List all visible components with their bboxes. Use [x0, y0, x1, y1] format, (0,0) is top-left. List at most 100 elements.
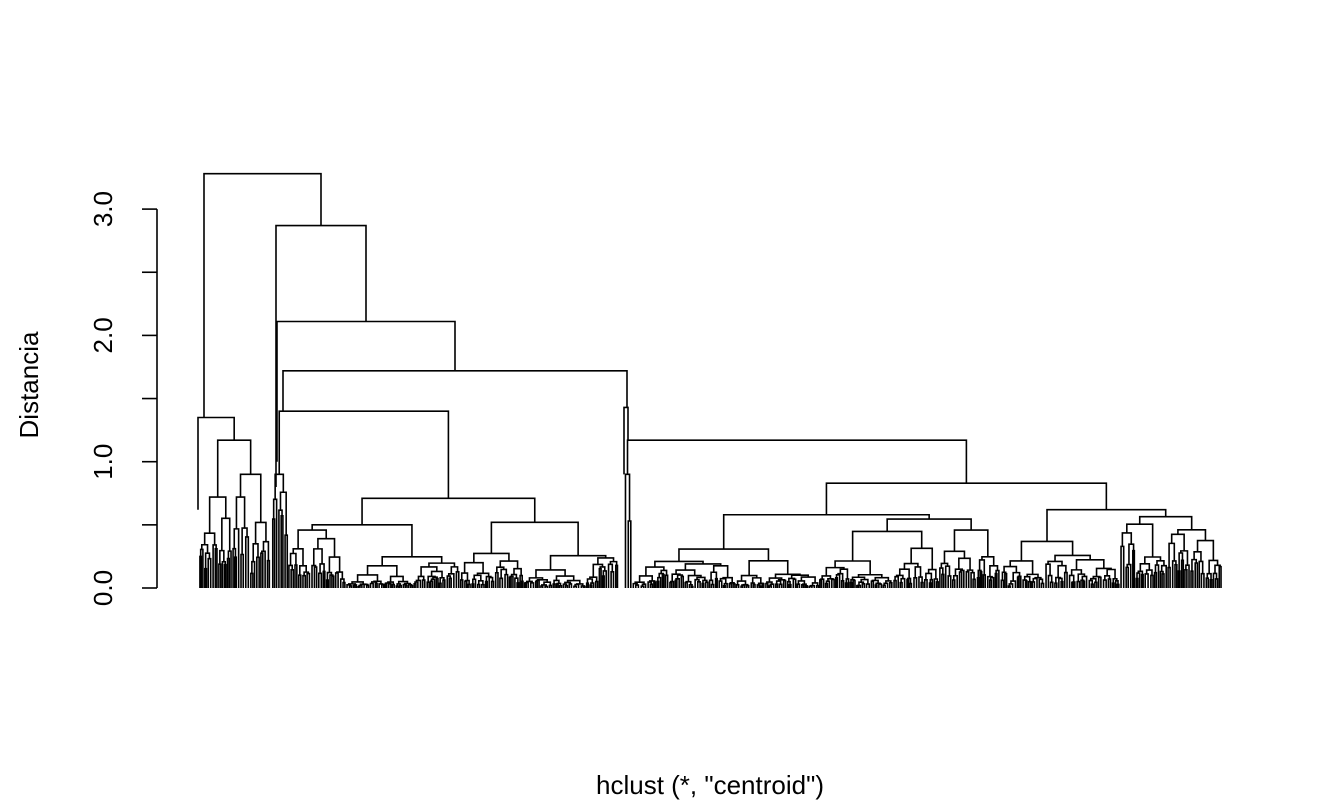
dendrogram-link	[352, 584, 356, 588]
dendrogram-link	[965, 571, 970, 588]
dendrogram-link	[278, 509, 283, 588]
dendrogram-link	[976, 577, 980, 588]
dendrogram-link	[467, 583, 471, 588]
dendrogram-link	[704, 581, 709, 588]
dendrogram-link	[1017, 575, 1022, 588]
dendrogram-link	[594, 580, 599, 588]
dendrogram-link	[430, 578, 436, 588]
dendrogram-link	[473, 574, 482, 581]
dendrogram-link	[348, 585, 353, 588]
dendrogram-link	[204, 567, 208, 588]
y-axis	[142, 208, 158, 589]
y-tick-label: 3.0	[88, 191, 118, 227]
dendrogram-link	[472, 578, 477, 588]
dendrogram-link	[648, 580, 656, 583]
dendrogram-link	[342, 581, 346, 588]
dendrogram-link	[913, 577, 918, 588]
dendrogram-link	[328, 556, 341, 573]
dendrogram-link	[476, 572, 490, 577]
dendrogram-link	[970, 571, 975, 588]
dendrogram-link	[1049, 581, 1054, 588]
dendrogram-link	[953, 529, 989, 557]
dendrogram-link	[994, 572, 998, 588]
dendrogram-link	[899, 581, 903, 588]
dendrogram-link	[920, 581, 924, 588]
dendrogram-link	[589, 584, 593, 588]
dendrogram-link	[825, 566, 845, 576]
dendrogram-link	[778, 583, 783, 588]
dendrogram-link	[250, 572, 254, 588]
dendrogram-link	[696, 580, 701, 588]
dendrogram-link	[1161, 573, 1165, 588]
dendrogram-link	[365, 584, 370, 588]
dendrogram-link	[414, 581, 419, 588]
dendrogram-link	[404, 584, 408, 588]
dendrogram-link	[929, 578, 934, 588]
dendrogram-link	[216, 439, 252, 498]
dendrogram-link	[1125, 566, 1129, 588]
dendrogram-link	[1198, 560, 1204, 588]
dendrogram-link	[954, 568, 964, 576]
dendrogram-link	[317, 537, 336, 558]
dendrogram-link	[1057, 564, 1067, 578]
dendrogram-link	[775, 583, 779, 588]
dendrogram-link	[371, 581, 378, 584]
dendrogram-link	[865, 583, 871, 588]
dendrogram-link	[232, 547, 237, 588]
dendrogram-link	[481, 583, 485, 588]
dendrogram-link	[387, 581, 395, 585]
dendrogram-link	[858, 581, 865, 586]
dendrogram-link	[1116, 583, 1120, 588]
dendrogram-link	[317, 572, 323, 588]
dendrogram-link	[1016, 576, 1020, 588]
dendrogram-link	[1218, 565, 1222, 588]
dendrogram-link	[1106, 568, 1116, 579]
dendrogram-link	[514, 577, 519, 588]
dendrogram-link	[1071, 581, 1075, 588]
dendrogram-link	[1135, 577, 1139, 588]
dendrogram-link	[1040, 582, 1045, 588]
dendrogram-link	[903, 562, 919, 570]
dendrogram-link	[208, 496, 227, 534]
dendrogram-link	[1045, 563, 1051, 588]
dendrogram-link	[1004, 572, 1008, 588]
dendrogram-link	[941, 573, 945, 588]
dendrogram-link	[1020, 540, 1074, 561]
dendrogram-link	[893, 579, 897, 588]
dendrogram-link	[669, 581, 673, 588]
dendrogram-link	[1144, 573, 1149, 588]
dendrogram-link	[421, 579, 426, 588]
dendrogram-link	[1178, 552, 1184, 572]
dendrogram-link	[710, 583, 715, 588]
y-axis-label: Distancia	[14, 331, 44, 438]
dendrogram-link	[1092, 575, 1101, 579]
dendrogram-link	[800, 576, 816, 583]
dendrogram-link	[765, 582, 769, 588]
dendrogram-link	[564, 584, 569, 588]
dendrogram-link	[278, 410, 450, 499]
dendrogram-link	[519, 574, 523, 588]
dendrogram-link	[908, 582, 913, 588]
dendrogram-link	[510, 573, 518, 579]
dendrogram-link	[292, 548, 304, 566]
dendrogram-link	[266, 559, 271, 588]
dendrogram-link	[430, 570, 443, 578]
dendrogram-link	[218, 563, 222, 588]
dendrogram-link	[303, 571, 310, 576]
dendrogram-link	[856, 584, 860, 588]
dendrogram-link	[684, 563, 722, 571]
dendrogram-link	[455, 571, 460, 588]
dendrogram-link	[678, 548, 770, 562]
dendrogram-link	[302, 574, 307, 588]
dendrogram-link	[1058, 577, 1063, 588]
dendrogram-link	[553, 579, 560, 585]
dendrogram-link	[1177, 570, 1181, 588]
dendrogram-link	[601, 575, 605, 588]
dendrogram-link	[1046, 508, 1167, 542]
dendrogram-link	[585, 582, 590, 588]
dendrogram-link	[1107, 578, 1112, 588]
dendrogram-link	[986, 575, 993, 588]
dendrogram-link	[233, 528, 240, 588]
dendrogram-link	[214, 548, 218, 588]
dendrogram-link	[280, 515, 284, 588]
